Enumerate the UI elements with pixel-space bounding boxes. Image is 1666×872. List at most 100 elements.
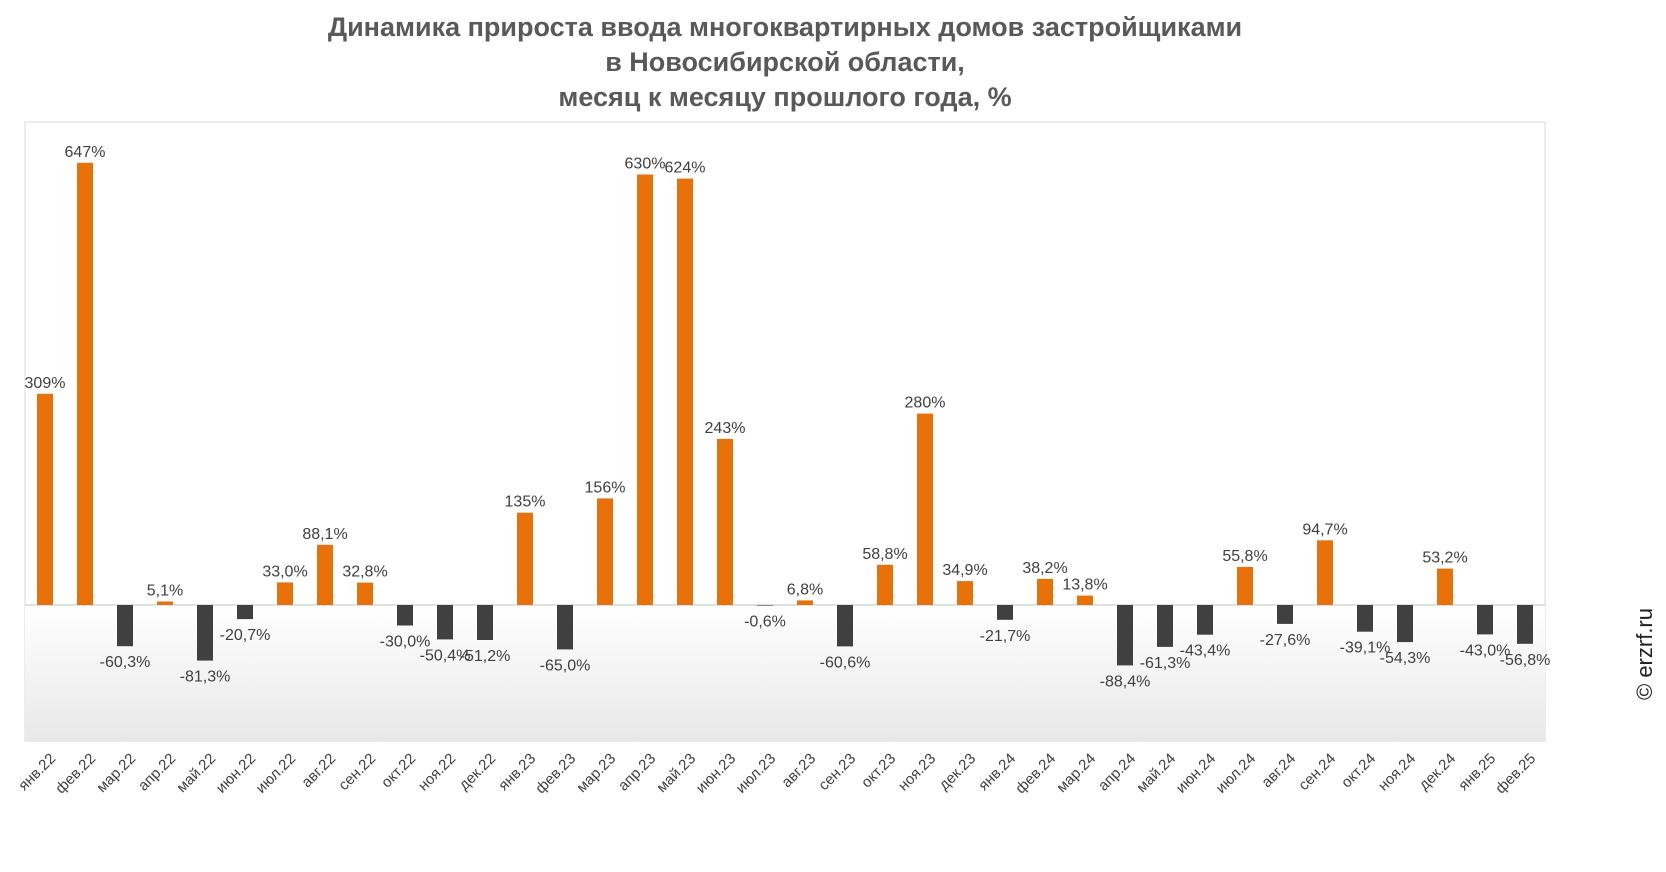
x-tick-label-фев.25: фев.25 <box>1492 750 1539 797</box>
data-label-дек.22: -51,2% <box>460 648 511 665</box>
bar-мар.23 <box>597 498 613 605</box>
bar-май.24 <box>1157 605 1173 647</box>
x-tick-label-окт.24: окт.24 <box>1338 750 1379 791</box>
data-label-апр.23: 630% <box>625 156 666 173</box>
bar-янв.24 <box>997 605 1013 620</box>
data-label-май.23: 624% <box>665 160 706 177</box>
data-label-июл.24: 55,8% <box>1222 548 1267 565</box>
x-tick-label-апр.22: апр.22 <box>135 750 179 794</box>
data-label-апр.24: -88,4% <box>1100 673 1151 690</box>
bar-янв.22 <box>37 393 53 605</box>
x-tick-label-янв.24: янв.24 <box>975 750 1019 794</box>
data-label-дек.24: 53,2% <box>1422 550 1467 567</box>
bar-сен.22 <box>357 582 373 605</box>
x-tick-label-апр.23: апр.23 <box>615 750 659 794</box>
x-tick-label-окт.22: окт.22 <box>378 750 419 791</box>
x-tick-label-дек.22: дек.22 <box>456 750 499 793</box>
bar-июн.23 <box>717 438 733 605</box>
x-tick-label-июл.24: июл.24 <box>1213 750 1260 797</box>
bar-дек.22 <box>477 605 493 640</box>
data-label-фев.23: -65,0% <box>540 657 591 674</box>
bar-июн.24 <box>1197 605 1213 635</box>
data-label-янв.23: 135% <box>505 494 546 511</box>
data-label-май.24: -61,3% <box>1140 655 1191 672</box>
bar-сен.24 <box>1317 540 1333 605</box>
bar-ноя.24 <box>1397 605 1413 643</box>
bar-авг.24 <box>1277 605 1293 624</box>
x-tick-label-фев.22: фев.22 <box>52 750 99 797</box>
bar-апр.23 <box>637 174 653 605</box>
bar-окт.23 <box>877 564 893 605</box>
data-label-сен.23: -60,6% <box>820 654 871 671</box>
data-label-ноя.24: -54,3% <box>1380 650 1431 667</box>
negative-region <box>25 605 1545 741</box>
bar-мар.24 <box>1077 595 1093 605</box>
x-tick-label-июн.23: июн.23 <box>693 750 740 797</box>
x-tick-label-июл.23: июл.23 <box>733 750 780 797</box>
chart-title-line-1: Динамика прироста ввода многоквартирных … <box>327 12 1243 42</box>
bar-июл.22 <box>277 582 293 605</box>
x-tick-label-фев.23: фев.23 <box>532 750 579 797</box>
data-label-сен.24: 94,7% <box>1302 521 1347 538</box>
bar-ноя.22 <box>437 605 453 640</box>
x-tick-label-ноя.24: ноя.24 <box>1375 750 1419 794</box>
chart-title-line-2: в Новосибирской области, <box>605 47 965 77</box>
x-tick-label-янв.25: янв.25 <box>1455 750 1499 794</box>
x-tick-label-янв.22: янв.22 <box>15 750 59 794</box>
data-label-июн.24: -43,4% <box>1180 643 1231 660</box>
bar-янв.23 <box>517 512 533 605</box>
chart-title: Динамика прироста ввода многоквартирных … <box>0 10 1570 115</box>
bar-май.23 <box>677 178 693 605</box>
data-label-окт.22: -30,0% <box>380 634 431 651</box>
x-tick-label-фев.24: фев.24 <box>1012 750 1059 797</box>
data-label-мар.24: 13,8% <box>1062 577 1107 594</box>
x-tick-label-авг.23: авг.23 <box>778 750 819 791</box>
bar-фев.24 <box>1037 578 1053 605</box>
chart-title-line-3: месяц к месяцу прошлого года, % <box>558 82 1012 112</box>
x-tick-label-окт.23: окт.23 <box>858 750 899 791</box>
x-tick-label-май.23: май.23 <box>653 750 699 796</box>
bar-фев.22 <box>77 162 93 606</box>
x-tick-label-сен.23: сен.23 <box>815 750 859 794</box>
bar-апр.24 <box>1117 605 1133 666</box>
bar-фев.23 <box>557 605 573 650</box>
data-label-ноя.23: 280% <box>905 395 946 412</box>
data-label-июн.23: 243% <box>705 420 746 437</box>
x-tick-label-дек.23: дек.23 <box>936 750 979 793</box>
bar-окт.22 <box>397 605 413 626</box>
x-tick-label-мар.22: мар.22 <box>93 750 139 796</box>
data-label-сен.22: 32,8% <box>342 564 387 581</box>
x-tick-label-июн.22: июн.22 <box>213 750 260 797</box>
bar-сен.23 <box>837 605 853 647</box>
data-label-июн.22: -20,7% <box>220 627 271 644</box>
x-tick-label-янв.23: янв.23 <box>495 750 539 794</box>
data-label-авг.23: 6,8% <box>787 581 823 598</box>
x-tick-label-дек.24: дек.24 <box>1416 750 1459 793</box>
bar-дек.24 <box>1437 568 1453 605</box>
data-label-окт.23: 58,8% <box>862 546 907 563</box>
bar-авг.22 <box>317 544 333 605</box>
x-tick-label-мар.24: мар.24 <box>1053 750 1099 796</box>
bar-окт.24 <box>1357 605 1373 632</box>
watermark: © erzrf.ru <box>1632 608 1657 700</box>
data-label-апр.22: 5,1% <box>147 583 183 600</box>
bar-фев.25 <box>1517 605 1533 644</box>
bar-июн.22 <box>237 605 253 620</box>
x-tick-label-авг.24: авг.24 <box>1258 750 1299 791</box>
data-label-июл.23: -0,6% <box>744 613 786 630</box>
bar-авг.23 <box>797 600 813 605</box>
bar-июл.23 <box>757 605 773 606</box>
x-tick-label-ноя.22: ноя.22 <box>415 750 459 794</box>
data-label-май.22: -81,3% <box>180 669 231 686</box>
data-label-фев.22: 647% <box>65 144 106 161</box>
data-label-мар.22: -60,3% <box>100 654 151 671</box>
bar-май.22 <box>197 605 213 661</box>
x-tick-label-мар.23: мар.23 <box>573 750 619 796</box>
bar-июл.24 <box>1237 566 1253 605</box>
data-label-янв.22: 309% <box>25 375 66 392</box>
data-label-мар.23: 156% <box>585 479 626 496</box>
data-label-авг.24: -27,6% <box>1260 632 1311 649</box>
x-tick-label-май.24: май.24 <box>1133 750 1179 796</box>
x-tick-label-апр.24: апр.24 <box>1095 750 1139 794</box>
